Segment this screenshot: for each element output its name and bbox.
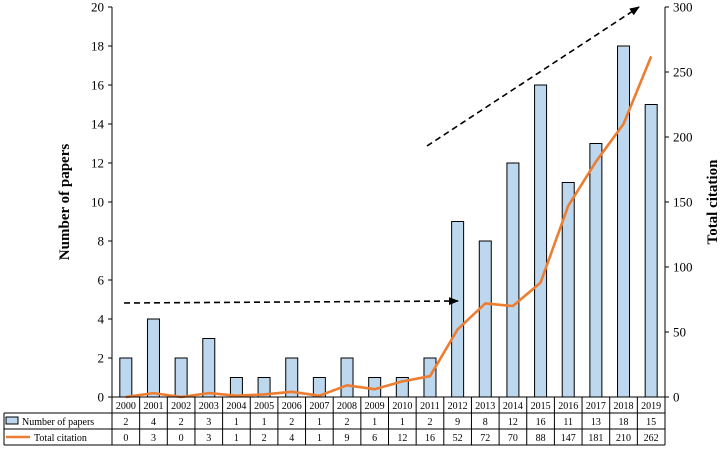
- y-axis-title-left: Number of papers: [57, 144, 73, 261]
- table-cell-papers: 1: [262, 417, 267, 428]
- x-tick-label: 2000: [116, 401, 136, 412]
- bar: [146, 318, 160, 398]
- table-cell-citation: 262: [644, 433, 659, 444]
- x-tick-label: 2016: [558, 401, 578, 412]
- table-cell-papers: 1: [317, 417, 322, 428]
- table-cell-papers: 4: [151, 417, 156, 428]
- table-cell-citation: 16: [425, 433, 435, 444]
- table-cell-papers: 3: [206, 417, 211, 428]
- legend-label-citation: Total citation: [34, 433, 87, 444]
- table-cell-citation: 9: [345, 433, 350, 444]
- y-tick-label-left: 10: [91, 195, 104, 210]
- x-tick-label: 2004: [226, 401, 246, 412]
- table-cell-papers: 16: [536, 417, 546, 428]
- bar: [202, 338, 216, 398]
- y-tick-label-right: 150: [673, 195, 693, 210]
- table-cell-papers: 2: [179, 417, 184, 428]
- table-cell-citation: 4: [289, 433, 294, 444]
- table-cell-papers: 8: [483, 417, 488, 428]
- table-cell-papers: 1: [372, 417, 377, 428]
- x-tick-label: 2010: [392, 401, 412, 412]
- y-tick-label-right: 100: [673, 260, 693, 275]
- bar: [174, 357, 188, 398]
- trend-arrow-rising: [426, 6, 640, 147]
- y-tick-label-left: 6: [98, 273, 105, 288]
- table-cell-citation: 70: [508, 433, 518, 444]
- y-tick-label-left: 18: [91, 39, 104, 54]
- citation-line: [125, 55, 653, 399]
- table-cell-papers: 2: [123, 417, 128, 428]
- y-tick-label-left: 2: [98, 351, 105, 366]
- table-cell-citation: 210: [616, 433, 631, 444]
- x-tick-label: 2005: [254, 401, 274, 412]
- x-tick-label: 2002: [171, 401, 191, 412]
- y-tick-label-left: 8: [98, 234, 105, 249]
- table-cell-citation: 181: [588, 433, 603, 444]
- x-tick-label: 2013: [475, 401, 495, 412]
- y-tick-label-left: 20: [91, 0, 104, 15]
- x-tick-label: 2012: [448, 401, 468, 412]
- x-tick-label: 2006: [282, 401, 302, 412]
- table-cell-papers: 2: [345, 417, 350, 428]
- y-tick-label-left: 16: [91, 78, 105, 93]
- x-tick-label: 2008: [337, 401, 357, 412]
- trend-arrow-flat: [123, 297, 459, 306]
- table-cell-citation: 0: [179, 433, 184, 444]
- table-cell-citation: 147: [561, 433, 576, 444]
- table-cell-citation: 3: [151, 433, 156, 444]
- table-cell-papers: 18: [619, 417, 629, 428]
- legend-swatch-papers: [5, 416, 19, 425]
- y-axis-title-right: Total citation: [705, 159, 721, 245]
- y-tick-label-right: 0: [673, 390, 680, 405]
- table-cell-papers: 2: [289, 417, 294, 428]
- table-cell-citation: 52: [453, 433, 463, 444]
- table-cell-papers: 2: [427, 417, 432, 428]
- table-cell-citation: 1: [317, 433, 322, 444]
- bar: [451, 221, 465, 398]
- table-cell-citation: 12: [397, 433, 407, 444]
- table-cell-papers: 9: [455, 417, 460, 428]
- x-tick-label: 2011: [420, 401, 440, 412]
- y-tick-label-left: 12: [91, 156, 104, 171]
- table-cell-citation: 0: [123, 433, 128, 444]
- table-cell-citation: 72: [480, 433, 490, 444]
- bar: [506, 162, 520, 398]
- y-tick-label-right: 50: [673, 325, 686, 340]
- x-tick-label: 2018: [614, 401, 634, 412]
- bar: [478, 240, 492, 398]
- x-tick-label: 2007: [309, 401, 329, 412]
- table-cell-citation: 2: [262, 433, 267, 444]
- bar: [617, 45, 631, 398]
- table-cell-papers: 1: [234, 417, 239, 428]
- bar: [340, 357, 354, 398]
- bar: [534, 84, 548, 398]
- x-tick-label: 2014: [503, 401, 523, 412]
- y-tick-label-right: 250: [673, 65, 693, 80]
- table-cell-papers: 15: [646, 417, 656, 428]
- table-cell-papers: 11: [563, 417, 573, 428]
- bar: [589, 143, 603, 398]
- x-tick-label: 2019: [641, 401, 661, 412]
- table-cell-citation: 3: [206, 433, 211, 444]
- table-cell-citation: 6: [372, 433, 377, 444]
- table-cell-papers: 13: [591, 417, 601, 428]
- x-tick-label: 2009: [365, 401, 385, 412]
- table-cell-citation: 88: [536, 433, 546, 444]
- y-tick-label-left: 0: [98, 390, 105, 405]
- x-tick-label: 2015: [531, 401, 551, 412]
- bar: [119, 357, 133, 398]
- y-tick-label-left: 4: [98, 312, 105, 327]
- legend-label-papers: Number of papers: [22, 417, 94, 428]
- table-cell-papers: 12: [508, 417, 518, 428]
- x-tick-label: 2003: [199, 401, 219, 412]
- y-tick-label-right: 300: [673, 0, 693, 15]
- bar: [644, 104, 658, 398]
- table-cell-papers: 1: [400, 417, 405, 428]
- table-cell-citation: 1: [234, 433, 239, 444]
- y-tick-label-right: 200: [673, 130, 693, 145]
- x-tick-label: 2017: [586, 401, 606, 412]
- x-tick-label: 2001: [143, 401, 163, 412]
- y-tick-label-left: 14: [91, 117, 105, 132]
